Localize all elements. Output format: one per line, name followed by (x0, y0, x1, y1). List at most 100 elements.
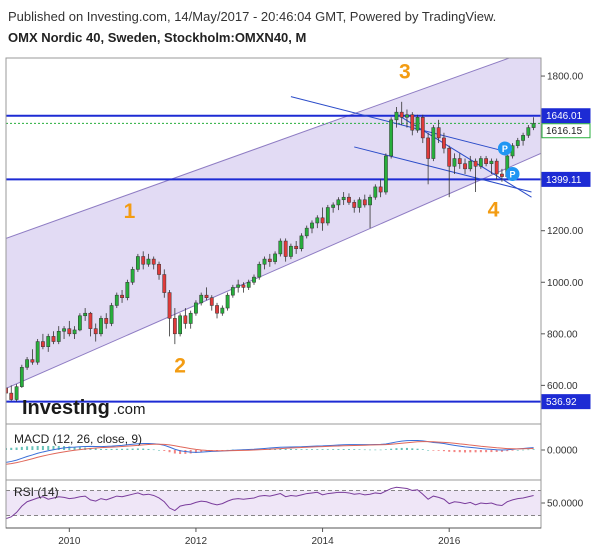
candle-up (99, 315, 103, 337)
macd-line (6, 440, 534, 463)
candle-up (368, 194, 372, 229)
candle-body (230, 287, 235, 296)
wave-label: 3 (399, 61, 411, 84)
price-tick-label: 1000.00 (547, 278, 584, 289)
candle-up (325, 204, 330, 226)
trend-line (354, 146, 532, 193)
macd-histogram-bar (121, 448, 124, 450)
macd-histogram-bar (173, 450, 176, 454)
macd-histogram-bar (310, 449, 313, 450)
candle-body (336, 199, 341, 206)
macd-histogram-bar (15, 447, 18, 450)
macd-histogram-bar (142, 448, 145, 450)
candle-down (457, 153, 462, 169)
candle-body (14, 386, 19, 400)
candle-up (478, 155, 483, 169)
macd-histogram-bar (279, 448, 282, 450)
candle-body (25, 359, 29, 368)
price-tag-label: 536.92 (546, 397, 577, 408)
candle-body (104, 318, 109, 324)
candle-body (262, 258, 267, 265)
wave-label: 4 (488, 199, 500, 222)
candle-up (415, 114, 420, 133)
candle-up (262, 256, 267, 270)
candle-body (515, 140, 520, 146)
macd-histogram-bar (337, 449, 340, 450)
candle-body (294, 245, 299, 250)
candle-body (463, 163, 467, 170)
macd-histogram-bar (47, 445, 50, 450)
candle-body (531, 123, 536, 128)
macd-histogram-bar (94, 448, 97, 450)
candle-down (215, 302, 219, 319)
candle-down (167, 290, 172, 337)
candle-down (104, 313, 109, 329)
macd-histogram-bar (131, 448, 134, 450)
candle-body (426, 137, 430, 159)
candle-body (383, 155, 388, 193)
macd-histogram-bar (448, 450, 451, 452)
macd-histogram-bar (374, 449, 377, 451)
logo-suffix: .com (113, 401, 146, 418)
macd-histogram-bar (384, 449, 387, 450)
candle-up (341, 192, 346, 205)
macd-histogram-bar (469, 450, 472, 453)
candle-body (521, 135, 525, 141)
candle-body (252, 276, 256, 283)
candle-down (473, 158, 478, 193)
candle-down (294, 241, 299, 254)
candle-up (405, 109, 409, 128)
time-tick-label: 2010 (58, 536, 81, 547)
published-caption: Published on Investing.com, 14/May/2017 … (8, 9, 497, 24)
macd-histogram-bar (411, 448, 414, 450)
candle-body (209, 297, 214, 306)
candle-body (135, 256, 140, 270)
channel-lower-line (6, 152, 541, 389)
candle-body (457, 158, 462, 164)
candle-up (431, 125, 436, 162)
candle-body (410, 114, 415, 131)
candle-up (236, 279, 241, 293)
macd-histogram-bar (20, 446, 23, 450)
p-marker: P (505, 167, 520, 181)
candle-body (447, 147, 452, 167)
candle-up (289, 243, 293, 260)
macd-histogram-bar (506, 450, 509, 452)
candle-down (162, 269, 167, 298)
macd-histogram-bar (57, 445, 60, 450)
p-marker-dot (497, 141, 512, 156)
candle-body (167, 292, 172, 319)
candle-up (135, 253, 140, 272)
candle-body (478, 158, 483, 167)
macd-histogram-bar (479, 450, 482, 453)
candle-body (41, 341, 45, 347)
candle-up (46, 333, 51, 352)
macd-histogram-bar (305, 449, 308, 450)
macd-histogram-bar (274, 448, 277, 450)
macd-histogram-bar (532, 449, 535, 450)
macd-histogram-bar (284, 448, 287, 450)
candle-down (378, 179, 383, 198)
candle-down (283, 238, 288, 262)
rsi-plot-area (6, 486, 541, 520)
macd-histogram-bar (369, 449, 372, 451)
candle-body (273, 253, 277, 262)
candle-body (436, 127, 441, 139)
candle-down (347, 193, 351, 205)
price-tag: 1616.15 (541, 123, 591, 139)
candle-body (357, 199, 362, 208)
macd-histogram-bar (158, 450, 161, 451)
macd-panel: MACD (12, 26, close, 9) 0.0000 (6, 432, 578, 465)
candle-up (373, 184, 378, 200)
macd-histogram-bar (41, 445, 44, 450)
candle-down (209, 295, 214, 311)
candle-body (225, 294, 230, 309)
candle-up (310, 220, 314, 234)
candle-up (526, 125, 531, 138)
candle-body (331, 204, 336, 208)
candle-up (394, 106, 399, 128)
price-plot-area: PP (6, 58, 541, 403)
candle-body (78, 315, 82, 331)
macd-histogram-bar (200, 450, 203, 453)
macd-histogram-bar (168, 450, 171, 453)
